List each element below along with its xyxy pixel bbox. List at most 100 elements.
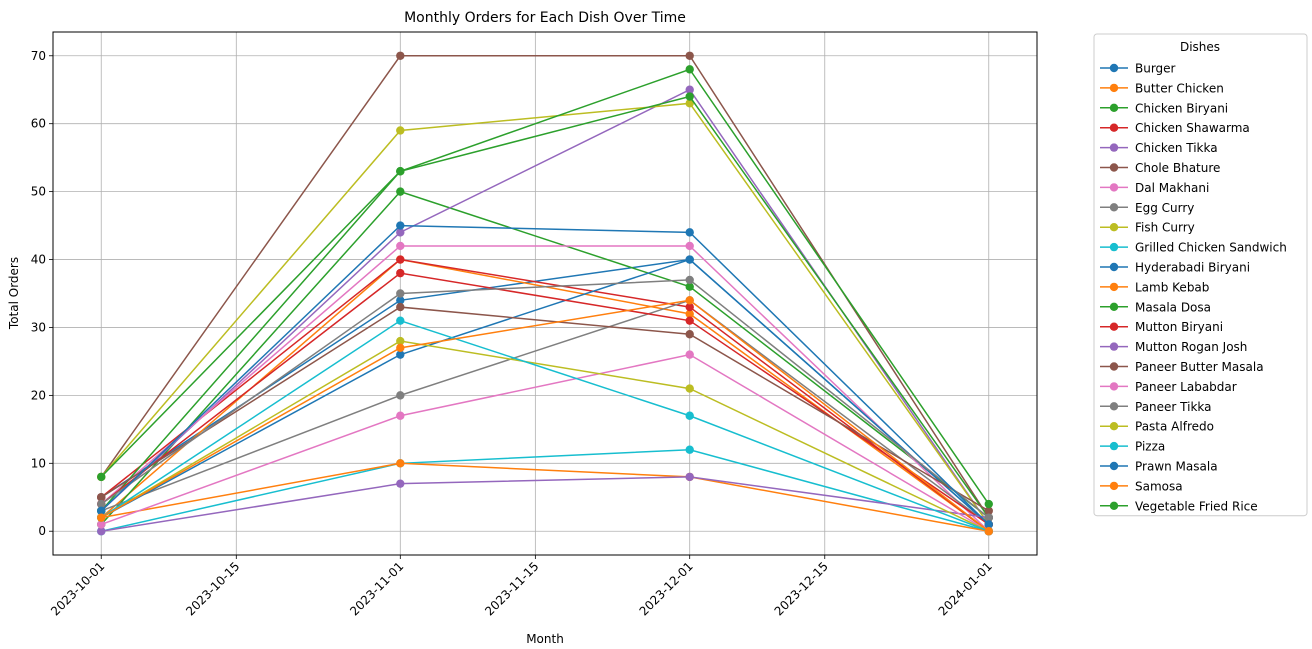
data-point [396,459,405,468]
data-point [97,472,106,482]
data-point [984,513,993,522]
series-line [100,102,990,525]
legend-label: Paneer Butter Masala [1135,360,1264,374]
legend-marker [1109,422,1119,431]
legend-item: Chicken Tikka [1100,141,1218,155]
data-point [685,99,694,108]
legend-marker [1109,382,1119,391]
x-axis-label: Month [526,632,564,646]
data-point [685,296,694,305]
series-lamb-kebab [97,459,993,536]
data-point [396,255,405,264]
chart-title: Monthly Orders for Each Dish Over Time [404,10,686,26]
x-tick-label: 2023-12-15 [772,559,831,618]
data-point [685,275,694,285]
legend-item: Paneer Lababdar [1100,380,1237,394]
data-point [396,51,405,60]
series-line [100,279,990,519]
series-line [101,448,989,532]
legend-item: Pasta Alfredo [1100,420,1214,434]
data-point [685,411,694,420]
legend-item: Vegetable Fried Rice [1100,499,1258,513]
data-point [396,289,405,298]
series-line [100,340,990,532]
data-point [685,472,694,482]
legend-label: Butter Chicken [1135,81,1224,95]
legend-label: Lamb Kebab [1135,280,1209,294]
legend-marker [1109,183,1119,192]
x-tick-label: 2024-01-01 [936,559,995,618]
series-vegetable-fried-rice [97,65,993,509]
data-point [396,479,405,488]
data-point [396,268,405,278]
legend-item: Mutton Rogan Josh [1100,340,1247,354]
data-point [396,302,405,312]
y-tick-label: 20 [31,388,46,402]
series-line [100,299,990,532]
legend-marker [1109,103,1119,113]
legend-marker [1109,461,1119,471]
data-point [685,241,694,251]
data-point [685,330,694,339]
legend-item: Grilled Chicken Sandwich [1100,241,1287,255]
data-point [685,302,694,312]
legend-item: Fish Curry [1100,221,1195,235]
legend-label: Fish Curry [1135,221,1195,235]
legend-label: Grilled Chicken Sandwich [1135,241,1287,255]
legend-label: Masala Dosa [1135,300,1211,314]
data-point [97,499,106,509]
data-point [396,228,405,237]
data-point [396,350,405,359]
legend-label: Chicken Biryani [1135,101,1228,115]
data-point [984,527,993,536]
series-mutton-rogan-josh [97,472,993,536]
legend-marker [1109,123,1119,132]
legend-label: Mutton Rogan Josh [1135,340,1247,354]
legend-label: Hyderabadi Biryani [1135,261,1250,275]
y-tick-label: 30 [31,320,46,334]
series-line [100,95,990,519]
legend-label: Pizza [1135,440,1165,454]
data-point [685,282,694,291]
x-tick-label: 2023-11-15 [482,559,541,618]
y-tick-label: 60 [31,117,46,131]
data-point [685,228,694,237]
legend-item: Lamb Kebab [1100,280,1209,294]
data-point [984,520,993,529]
data-point [396,126,405,135]
series-line [101,476,989,532]
data-point [396,343,405,353]
legend-label: Burger [1135,62,1176,76]
y-tick-label: 40 [31,253,46,267]
legend-label: Chicken Shawarma [1135,121,1250,135]
series-prawn-masala [97,221,993,529]
legend-item: Chicken Biryani [1100,101,1228,115]
legend-label: Paneer Lababdar [1135,380,1237,394]
data-point [685,255,694,264]
data-point [396,187,405,196]
data-point [396,391,405,400]
legend-marker [1109,302,1119,311]
legend-label: Paneer Tikka [1135,400,1212,414]
legend-marker [1109,223,1119,232]
legend-item: Chicken Shawarma [1100,121,1250,135]
series-mutton-biryani [97,268,993,529]
legend-label: Prawn Masala [1135,460,1218,474]
y-tick-label: 10 [31,456,46,470]
data-point [685,384,694,393]
data-point [396,316,405,325]
series-samosa [97,296,993,536]
series-paneer-lababdar [97,350,993,536]
legend-item: Paneer Butter Masala [1100,360,1264,374]
series-line [100,224,990,525]
data-point [685,85,694,94]
plot-area-frame [52,31,1038,556]
data-point [97,506,106,516]
series-dal-makhani [97,241,993,536]
series-line [100,258,990,526]
y-axis-label: Total Orders [7,257,21,330]
series-line [101,462,989,532]
legend-item: Paneer Tikka [1100,400,1212,414]
data-point [396,221,405,230]
